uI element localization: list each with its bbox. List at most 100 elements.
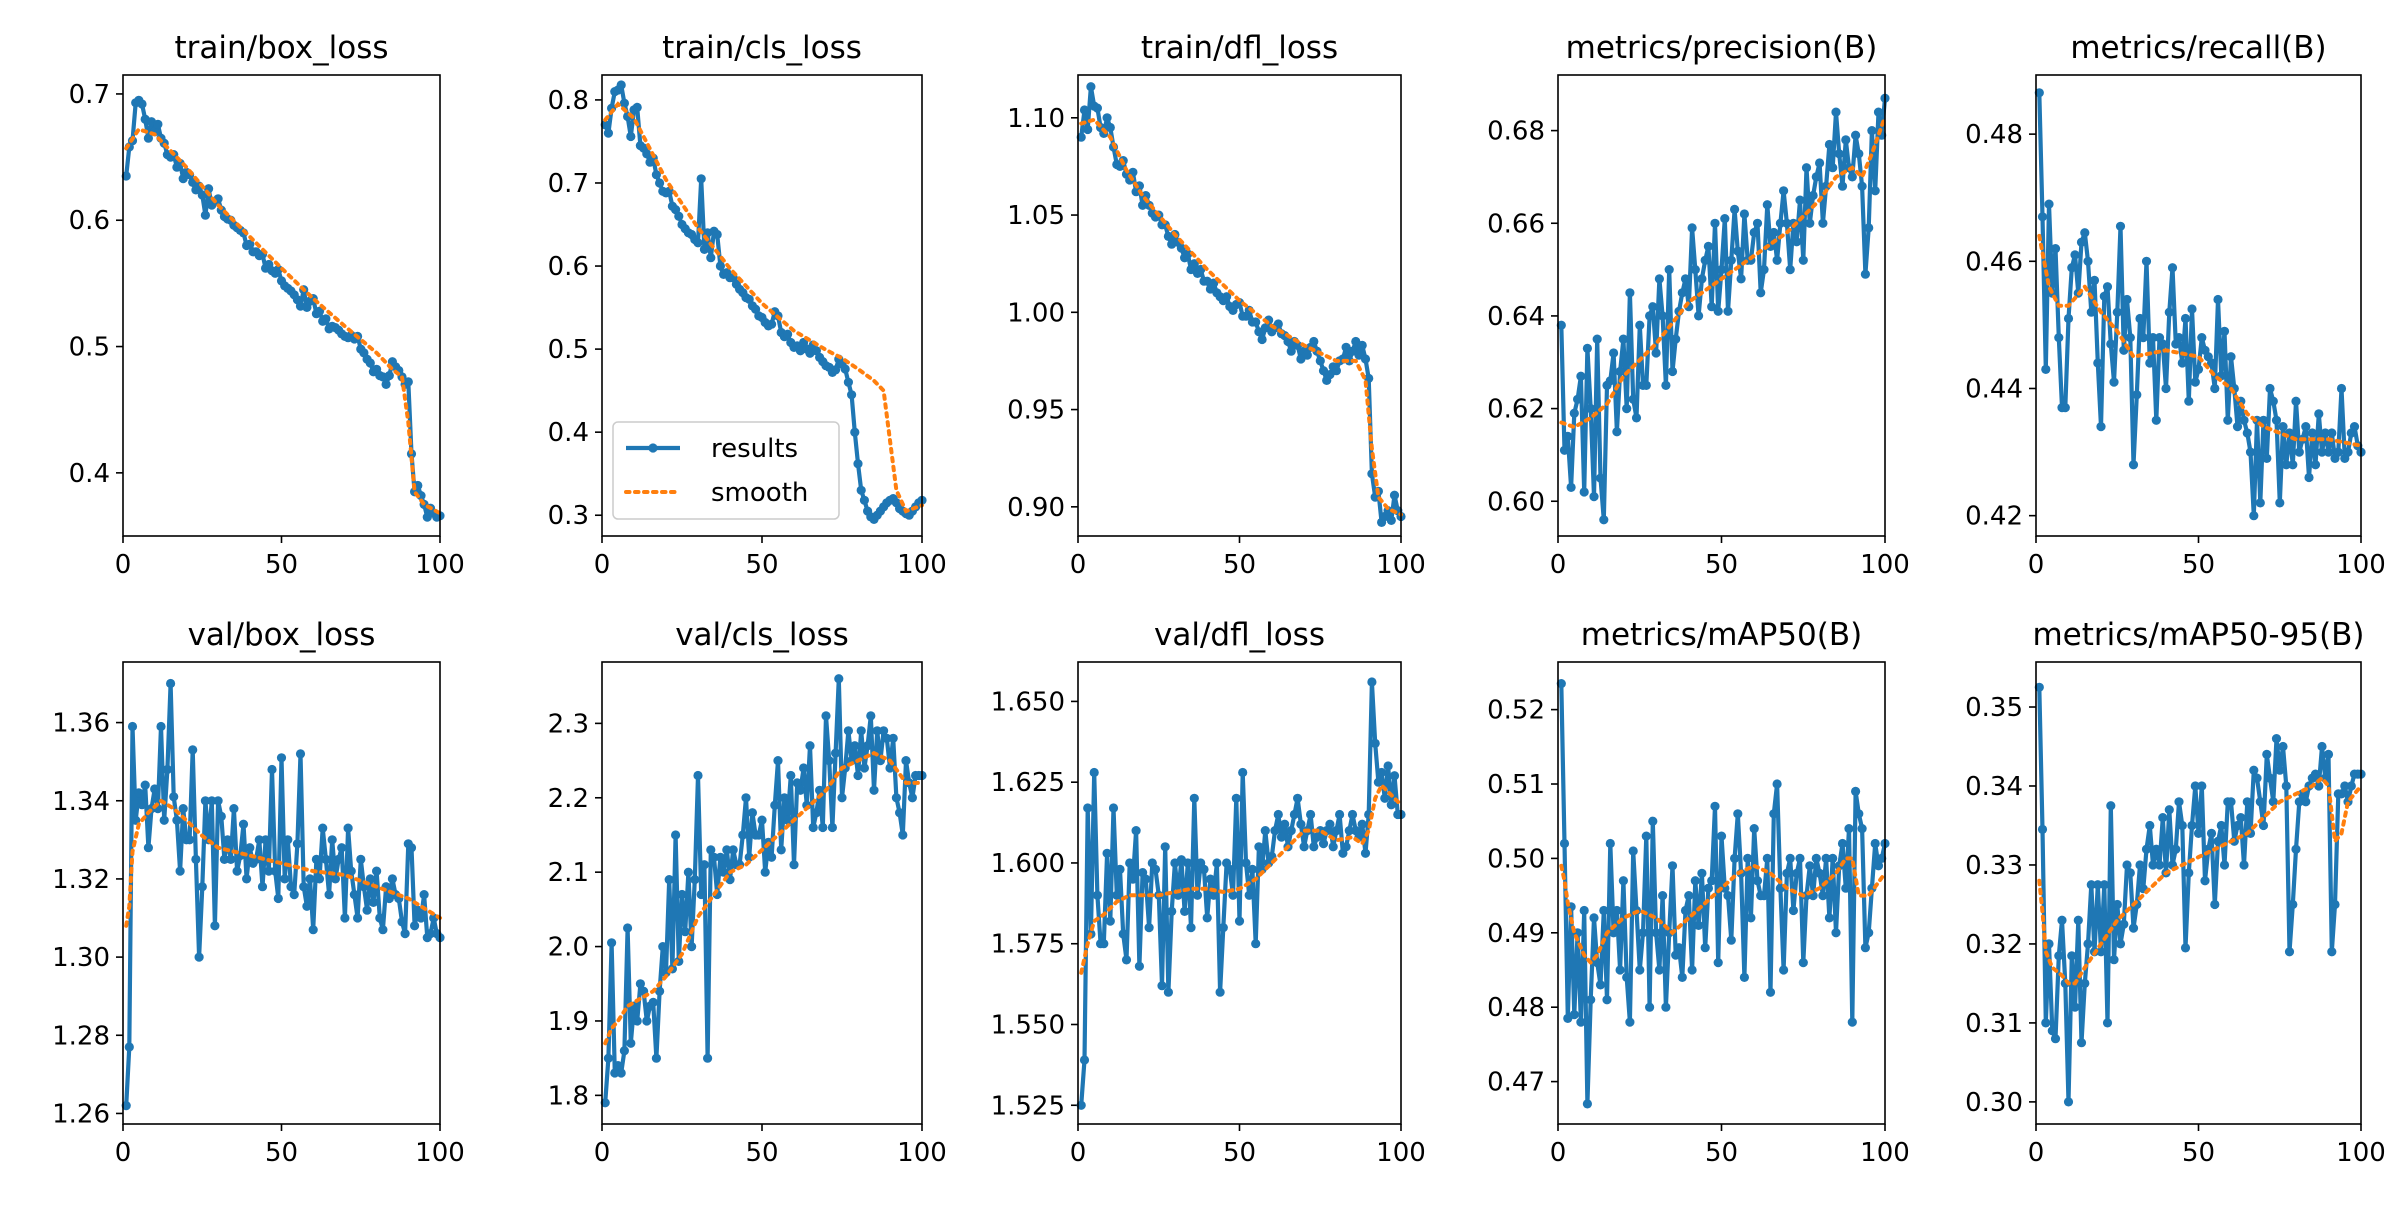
results-point bbox=[1112, 890, 1122, 900]
results-point bbox=[1641, 831, 1651, 841]
results-point bbox=[2080, 978, 2090, 989]
results-point bbox=[245, 843, 255, 853]
results-point bbox=[2210, 383, 2220, 394]
results-point bbox=[1795, 195, 1805, 205]
results-point bbox=[1873, 861, 1884, 871]
results-point bbox=[699, 244, 710, 254]
y-tick-label: 0.5 bbox=[548, 335, 589, 365]
results-point bbox=[1609, 348, 1619, 358]
results-point bbox=[1605, 838, 1615, 849]
results-point bbox=[2151, 844, 2161, 854]
results-point bbox=[137, 99, 147, 109]
results-point bbox=[1260, 826, 1270, 836]
results-point bbox=[1293, 340, 1303, 350]
results-point bbox=[1730, 853, 1740, 864]
results-point bbox=[719, 867, 729, 877]
results-point bbox=[362, 905, 372, 915]
results-point bbox=[2190, 781, 2200, 791]
results-point bbox=[273, 264, 283, 275]
results-point bbox=[1344, 826, 1354, 836]
results-point bbox=[1299, 842, 1309, 852]
results-point bbox=[2278, 741, 2288, 752]
results-point bbox=[626, 131, 636, 142]
results-point bbox=[1641, 380, 1651, 390]
results-point bbox=[1618, 334, 1628, 344]
results-point bbox=[1092, 103, 1102, 113]
results-point bbox=[1730, 204, 1740, 214]
results-point bbox=[1726, 255, 1736, 265]
results-point bbox=[1726, 935, 1736, 945]
results-point bbox=[2239, 415, 2249, 425]
results-point bbox=[1377, 767, 1387, 778]
results-point bbox=[1805, 218, 1815, 228]
y-tick-label: 0.48 bbox=[1965, 120, 2023, 150]
smooth-line bbox=[124, 798, 442, 928]
results-point bbox=[603, 1053, 614, 1063]
results-point bbox=[283, 835, 293, 845]
results-point bbox=[321, 854, 331, 865]
results-point bbox=[2245, 447, 2256, 457]
results-point bbox=[1118, 929, 1128, 939]
results-point bbox=[1631, 413, 1642, 423]
results-point bbox=[843, 726, 854, 736]
subplot-1: train/box_loss 0 50 100 0.4 0.5 0.6 0.7 bbox=[69, 30, 465, 580]
results-point bbox=[1808, 190, 1818, 201]
subplot-frame bbox=[601, 74, 923, 537]
results-point bbox=[2232, 422, 2243, 432]
results-point bbox=[850, 427, 860, 437]
results-point bbox=[715, 852, 726, 862]
results-point bbox=[289, 890, 299, 900]
results-point bbox=[1599, 905, 1609, 916]
results-point bbox=[2294, 797, 2304, 807]
results-point bbox=[2268, 797, 2278, 807]
results-point bbox=[2307, 428, 2317, 438]
results-point bbox=[346, 866, 356, 876]
results-point bbox=[1772, 255, 1782, 265]
results-point bbox=[901, 756, 911, 766]
results-point bbox=[2271, 415, 2282, 425]
results-point bbox=[1286, 826, 1296, 836]
results-point bbox=[2106, 801, 2116, 811]
results-point bbox=[1877, 853, 1887, 864]
results-point bbox=[1648, 816, 1658, 826]
results-point bbox=[1360, 354, 1371, 364]
x-tick-label: 0 bbox=[2028, 1138, 2045, 1168]
results-point bbox=[2145, 358, 2155, 368]
results-point bbox=[2096, 422, 2106, 432]
results-point bbox=[2125, 333, 2135, 343]
results-point bbox=[2249, 511, 2259, 521]
results-point bbox=[1602, 995, 1612, 1005]
y-tick-label: 2.1 bbox=[548, 858, 589, 888]
results-point bbox=[1559, 445, 1570, 455]
results-point bbox=[1658, 311, 1668, 321]
results-point bbox=[616, 80, 626, 90]
results-point bbox=[642, 1016, 652, 1026]
y-tick-label: 0.49 bbox=[1487, 919, 1545, 949]
results-point bbox=[1661, 380, 1671, 390]
results-point bbox=[821, 711, 831, 721]
results-point bbox=[1674, 943, 1684, 953]
results-point bbox=[2301, 797, 2311, 807]
x-tick-label: 0 bbox=[1070, 550, 1087, 580]
results-point bbox=[1769, 809, 1779, 819]
results-point bbox=[2336, 383, 2347, 394]
results-point bbox=[1736, 274, 1746, 284]
results-point bbox=[1828, 853, 1838, 864]
results-point bbox=[2333, 447, 2343, 457]
results-point bbox=[340, 913, 350, 923]
y-tick-label: 0.60 bbox=[1487, 487, 1545, 517]
results-point bbox=[1076, 1100, 1086, 1110]
results-point bbox=[1076, 132, 1086, 142]
results-point bbox=[324, 890, 334, 900]
results-point bbox=[1700, 943, 1710, 953]
results-point bbox=[2265, 383, 2275, 394]
results-point bbox=[1380, 793, 1390, 803]
results-point bbox=[1625, 288, 1635, 298]
results-point bbox=[2200, 876, 2210, 886]
results-point bbox=[1083, 803, 1093, 813]
results-point bbox=[1270, 826, 1280, 836]
results-point bbox=[1163, 987, 1173, 997]
results-point bbox=[1635, 320, 1645, 330]
results-point bbox=[907, 793, 918, 803]
